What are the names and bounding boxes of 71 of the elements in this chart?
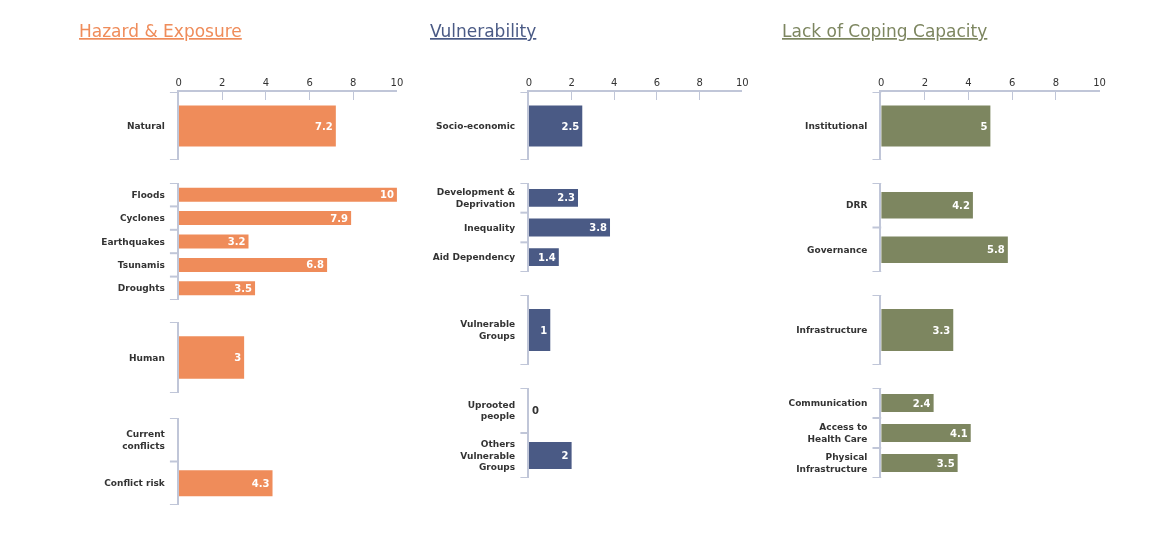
data-label: 3.5 [936,457,955,469]
y-tick-label: Governance [807,244,868,255]
chart-title: Lack of Coping Capacity [782,21,988,41]
x-tick-label: 8 [696,77,703,88]
y-tick-label: Current conflicts [122,429,166,451]
x-tick-label: 6 [1009,77,1016,88]
bar [178,187,397,202]
chart-title: Hazard & Exposure [79,21,242,41]
y-tick-label: Others Vulnerable Groups [460,438,516,473]
y-tick-label: Conflict risk [104,478,166,489]
data-label: 1.4 [538,251,556,263]
y-tick-label: Communication [788,398,868,409]
x-tick-label: 10 [1093,77,1106,88]
data-label: 3 [234,352,242,363]
y-tick-label: DRR [846,200,868,211]
x-tick-label: 0 [878,77,885,88]
x-tick-label: 4 [965,77,972,88]
data-label: 7.2 [315,120,333,132]
data-label: 3.5 [234,282,253,294]
data-label: 4.3 [251,477,270,489]
data-label: 5.8 [987,244,1005,256]
data-label: 3.3 [932,324,951,336]
x-tick-label: 2 [568,77,575,88]
y-tick-label: Vulnerable Groups [460,319,516,341]
data-label: 6.8 [306,259,325,271]
x-tick-label: 6 [306,77,313,88]
bar [178,281,256,296]
y-tick-label: Cyclones [119,213,165,224]
y-tick-label: Earthquakes [101,236,165,247]
y-tick-label: Tsunamis [117,260,165,271]
y-tick-label: Physical Infrastructure [796,452,868,474]
y-tick-label: Natural [126,121,165,132]
data-label: 5 [980,120,988,132]
y-tick-label: Access to Health Care [807,422,868,444]
data-label: 2 [561,450,569,461]
data-label: 2.5 [561,120,580,132]
data-label: 2.3 [557,192,576,204]
x-tick-label: 4 [611,77,618,88]
x-tick-label: 6 [653,77,661,88]
x-tick-label: 10 [390,77,404,88]
chart-title: Vulnerability [430,21,537,41]
y-tick-label: Droughts [117,283,165,294]
bar [178,257,328,272]
x-tick-label: 2 [219,77,226,88]
x-tick-label: 10 [735,77,749,88]
data-label: 0 [531,405,539,416]
x-tick-label: 8 [350,77,357,88]
y-tick-label: Socio-economic [436,121,516,132]
bar [178,234,249,249]
x-tick-label: 0 [525,77,533,88]
data-label: 1 [540,324,548,336]
y-tick-label: Uprooted people [467,399,516,422]
y-tick-label: Floods [131,189,165,200]
y-tick-label: Aid Dependency [432,252,516,263]
data-label: 4.1 [949,427,968,439]
data-label: 3.2 [227,236,246,247]
x-tick-label: 4 [262,77,270,88]
data-label: 3.8 [589,222,608,233]
data-label: 10 [380,189,394,201]
x-tick-label: 8 [1052,77,1060,88]
x-tick-label: 2 [921,77,929,88]
y-tick-label: Institutional [805,121,868,132]
y-tick-label: Development & Deprivation [436,187,516,209]
data-label: 2.4 [912,397,931,409]
data-label: 7.9 [330,212,349,224]
bar [178,211,352,226]
x-tick-label: 0 [175,77,182,88]
data-label: 4.2 [952,199,970,211]
y-tick-label: Human [129,352,165,363]
y-tick-label: Inequality [464,222,516,233]
y-tick-label: Infrastructure [796,325,868,336]
